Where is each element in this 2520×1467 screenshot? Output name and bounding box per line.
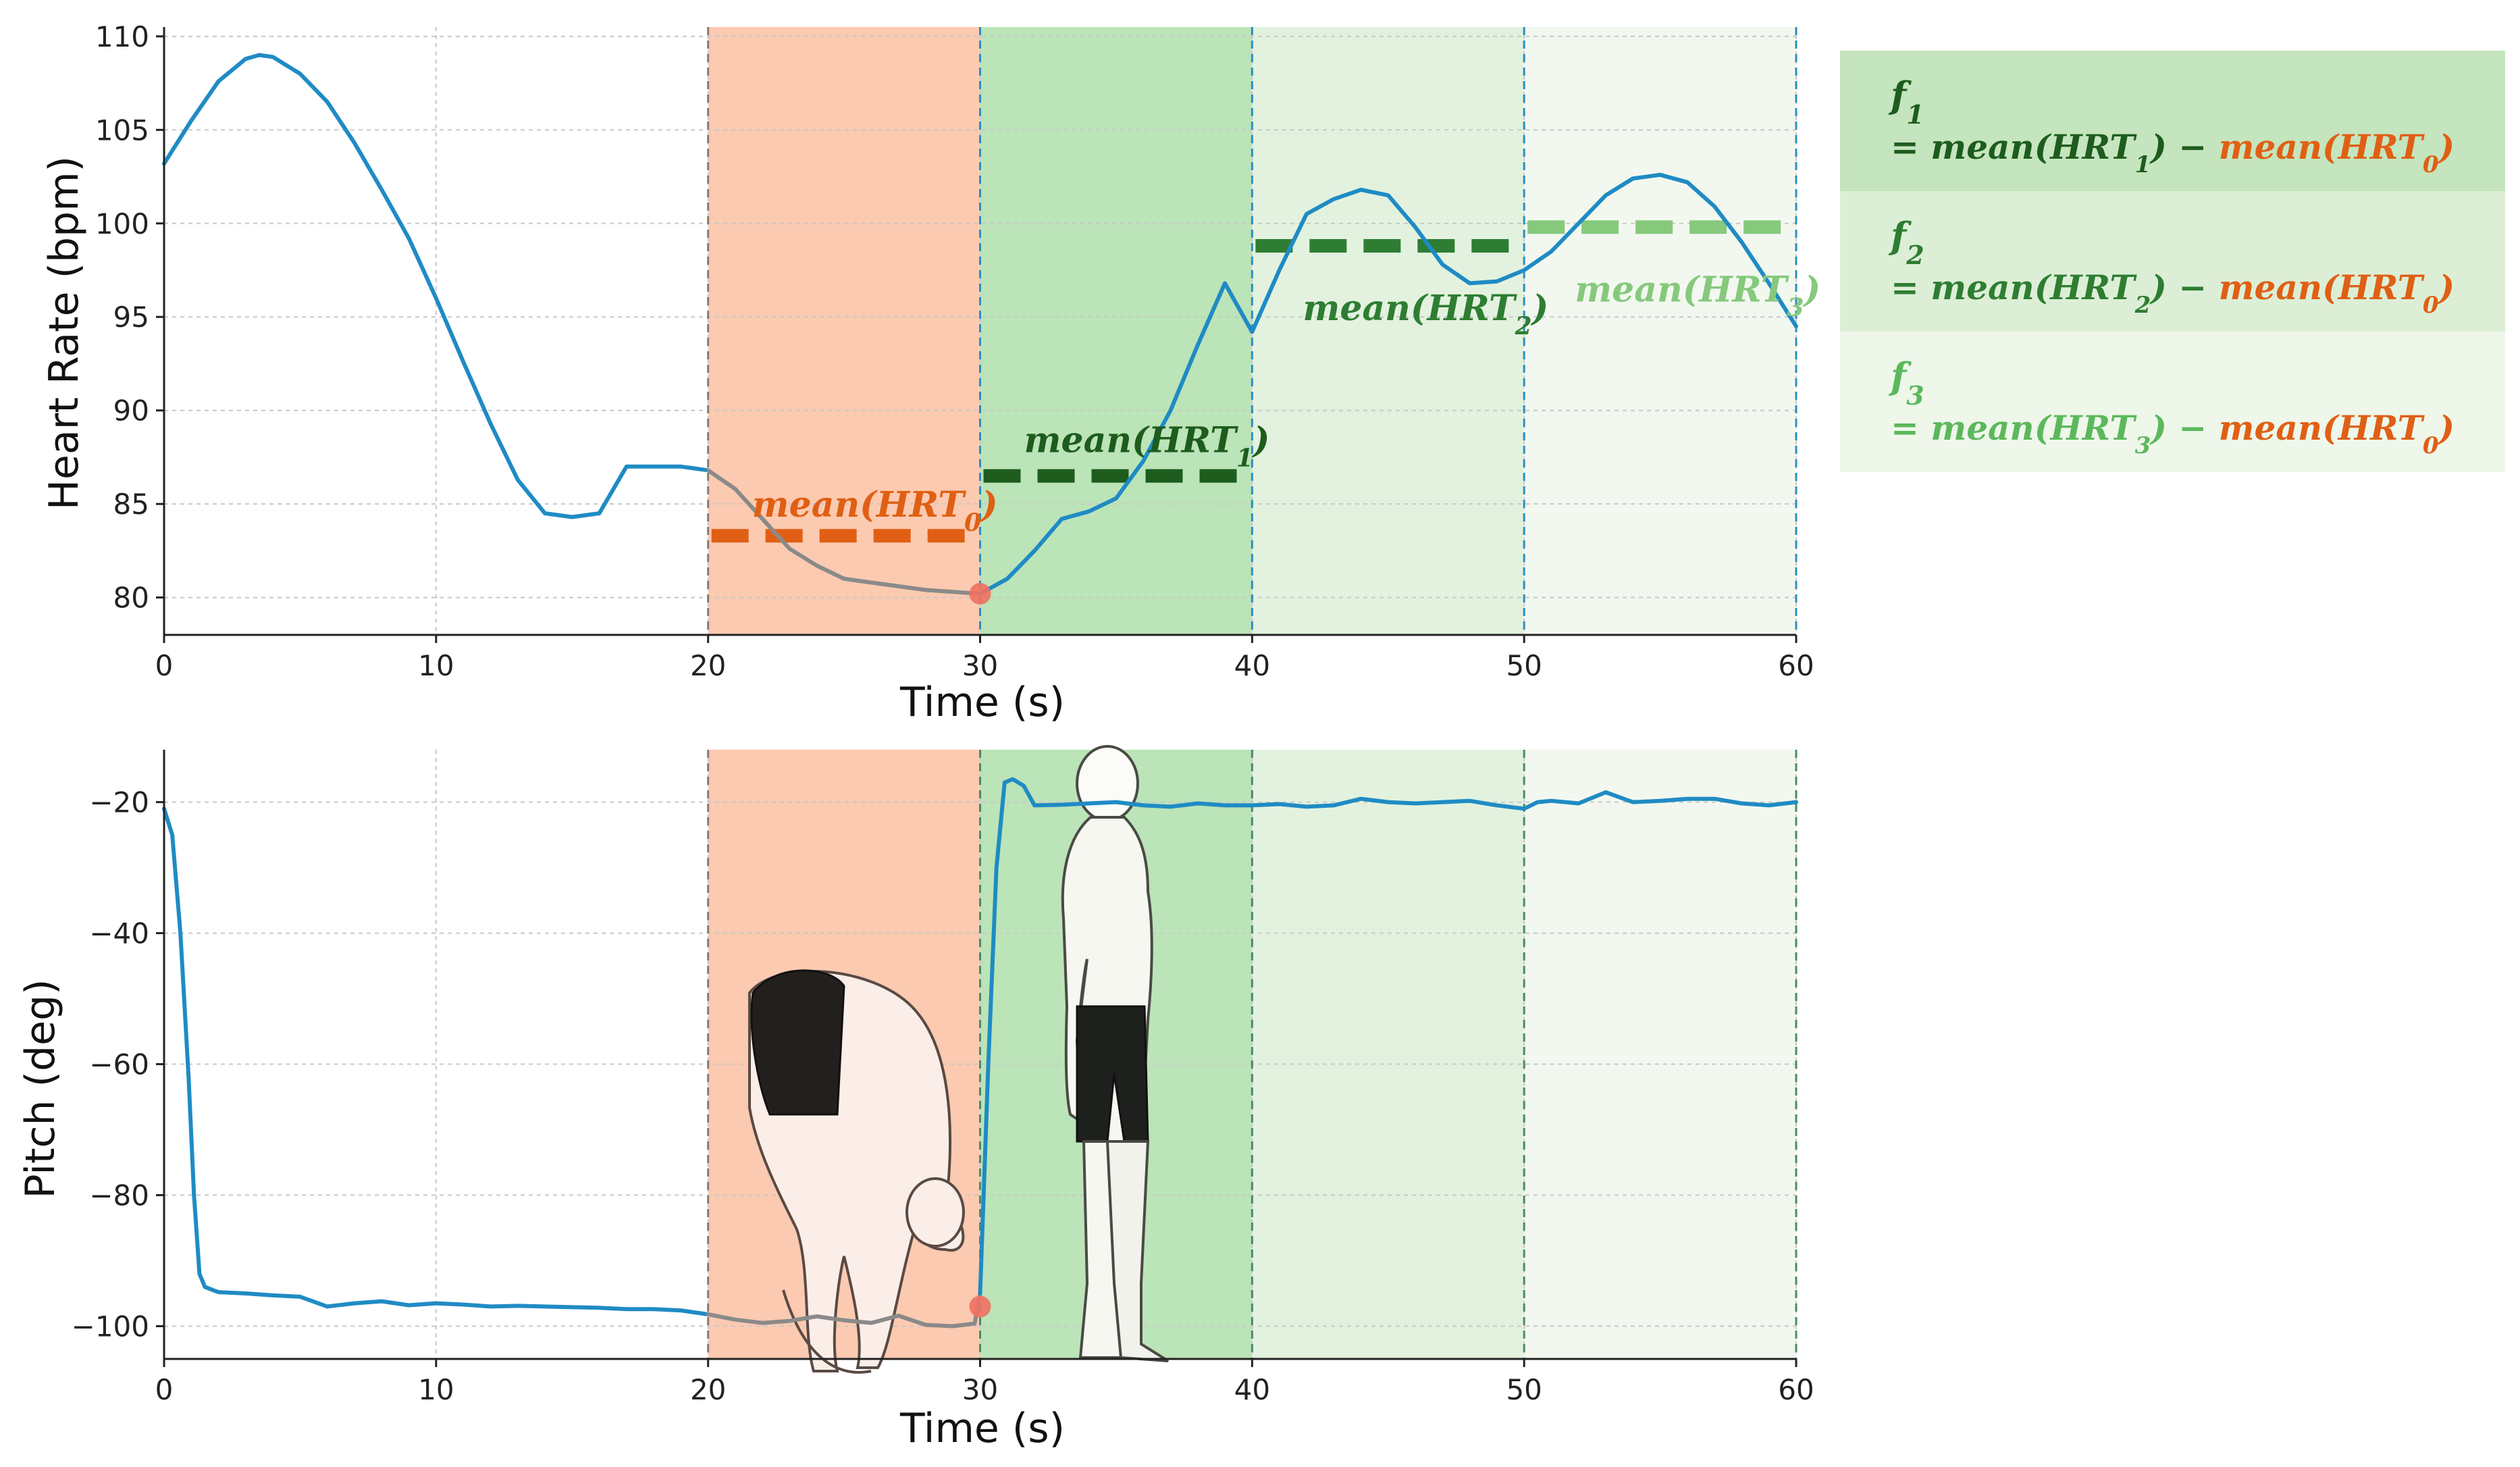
- x-tick-label: 30: [962, 1373, 998, 1406]
- feature-formula-1: = mean(HRT1) − mean(HRT0): [1891, 127, 2455, 178]
- pitch-y-axis-label: Pitch (deg): [17, 979, 64, 1198]
- segment-mean-label-1: mean(HRT1): [1024, 420, 1270, 473]
- y-tick-label: −80: [89, 1179, 149, 1212]
- heart-rate-panel: 0 10 20 30 40 50 60 80 85 90 95 100 105 110 mean(HRT0…: [41, 20, 1820, 726]
- x-tick-label: 30: [962, 649, 998, 682]
- y-tick-label: −20: [89, 786, 149, 819]
- segment-mean-label-0: mean(HRT0): [752, 484, 998, 537]
- phase-region-1-top: [980, 27, 1253, 635]
- x-tick-label: 20: [690, 1373, 726, 1406]
- feature-box-3: [1840, 332, 2505, 472]
- phase-transition-marker: [969, 583, 991, 605]
- x-tick-label: 10: [418, 1373, 454, 1406]
- feature-name-3: f3: [1888, 355, 1924, 411]
- y-tick-label: 95: [113, 301, 149, 334]
- series-line-segment-1: [706, 468, 982, 596]
- feature-formula-2: = mean(HRT2) − mean(HRT0): [1891, 267, 2455, 319]
- y-tick-label: 80: [113, 582, 149, 615]
- x-tick-label: 60: [1778, 649, 1814, 682]
- x-tick-label: 0: [155, 1373, 174, 1406]
- posture-illustrations: [748, 745, 1170, 1374]
- heart-rate-x-axis-label: Time (s): [899, 679, 1065, 726]
- x-tick-label: 60: [1778, 1373, 1814, 1406]
- y-tick-label: 110: [95, 20, 149, 53]
- feature-name-2: f2: [1888, 214, 1924, 270]
- y-tick-label: −100: [72, 1310, 149, 1343]
- y-tick-label: 90: [113, 394, 149, 428]
- pitch-ticks: 0 10 20 30 40 50 60 −20 −40 −60 −80 −100: [72, 786, 1814, 1406]
- phase-region-0-top: [708, 27, 980, 635]
- heart-rate-y-axis-label: Heart Rate (bpm): [41, 156, 88, 510]
- x-tick-label: 40: [1234, 649, 1270, 682]
- pitch-panel: 0 10 20 30 40 50 60 −20 −40 −60 −80 −100 Time (s) P…: [17, 745, 1814, 1452]
- y-tick-label: −60: [89, 1048, 149, 1081]
- y-tick-label: 85: [113, 488, 149, 521]
- series-line-segment-2: [978, 172, 1798, 596]
- x-tick-label: 0: [155, 649, 174, 682]
- series-line-segment-1: [706, 1291, 982, 1329]
- feature-formula-3: = mean(HRT3) − mean(HRT0): [1891, 408, 2455, 459]
- series-line-segment-0: [162, 53, 710, 519]
- heart-rate-segment-means: [711, 220, 1788, 543]
- bending-person-illustration: [748, 969, 965, 1374]
- y-tick-label: −40: [89, 917, 149, 950]
- heart-rate-ticks: 0 10 20 30 40 50 60 80 85 90 95 100 105 110: [95, 20, 1814, 682]
- x-tick-label: 20: [690, 649, 726, 682]
- pitch-series: [162, 777, 1798, 1329]
- x-tick-label: 10: [418, 649, 454, 682]
- series-line-segment-2: [978, 777, 1798, 1295]
- y-tick-label: 100: [95, 207, 149, 240]
- x-tick-label: 50: [1506, 1373, 1542, 1406]
- pitch-x-axis-label: Time (s): [899, 1405, 1065, 1452]
- phase-region-2-bot: [1252, 750, 1525, 1359]
- feature-definitions: f1= mean(HRT1) − mean(HRT0)f2= mean(HRT2…: [1840, 51, 2505, 472]
- y-tick-label: 105: [95, 113, 149, 147]
- x-tick-label: 40: [1234, 1373, 1270, 1406]
- standing-person-illustration: [1061, 745, 1170, 1362]
- phase-transition-marker: [969, 1295, 991, 1318]
- heart-rate-series: [162, 53, 1798, 605]
- phase-region-2-top: [1252, 27, 1525, 635]
- x-tick-label: 50: [1506, 649, 1542, 682]
- feature-box-1: [1840, 51, 2505, 191]
- phase-region-3-bot: [1524, 750, 1796, 1359]
- series-line-segment-0: [162, 806, 710, 1316]
- feature-box-2: [1840, 191, 2505, 332]
- segment-mean-label-2: mean(HRT2): [1303, 288, 1548, 340]
- phase-region-3-top: [1524, 27, 1796, 635]
- heart-rate-mean-labels: mean(HRT0) mean(HRT1) mean(HRT2) mean(HRT3): [752, 269, 1821, 537]
- segment-mean-label-3: mean(HRT3): [1575, 269, 1820, 321]
